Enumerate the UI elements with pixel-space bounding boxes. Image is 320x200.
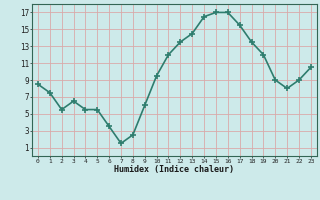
X-axis label: Humidex (Indice chaleur): Humidex (Indice chaleur) xyxy=(115,165,234,174)
